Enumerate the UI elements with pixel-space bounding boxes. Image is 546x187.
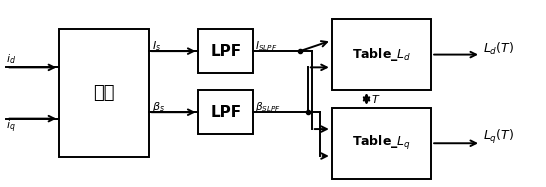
Text: $\mathit{T}$: $\mathit{T}$ (371, 93, 381, 105)
Bar (198, 29, 253, 73)
Text: $\mathit{I_s}$: $\mathit{I_s}$ (152, 39, 161, 53)
Bar (59, 29, 149, 157)
Bar (332, 19, 431, 90)
Text: 公式: 公式 (93, 84, 115, 102)
Text: $\mathit{\beta_{SLPF}}$: $\mathit{\beta_{SLPF}}$ (255, 100, 281, 114)
Text: $\mathit{\beta_s}$: $\mathit{\beta_s}$ (152, 100, 164, 114)
Text: LPF: LPF (210, 105, 241, 120)
Bar (332, 108, 431, 179)
Text: LPF: LPF (210, 44, 241, 59)
Text: $\mathit{L_q(T)}$: $\mathit{L_q(T)}$ (483, 128, 514, 146)
Text: Table_$\mathit{L_d}$: Table_$\mathit{L_d}$ (352, 46, 411, 63)
Text: $\mathit{L_d(T)}$: $\mathit{L_d(T)}$ (483, 41, 514, 57)
Text: $\mathit{I_{SLPF}}$: $\mathit{I_{SLPF}}$ (255, 39, 277, 53)
Text: $\mathit{i_d}$: $\mathit{i_d}$ (7, 53, 16, 66)
Bar (198, 90, 253, 134)
Text: $\mathit{i_q}$: $\mathit{i_q}$ (7, 118, 16, 135)
Text: Table_$\mathit{L_q}$: Table_$\mathit{L_q}$ (352, 134, 411, 152)
